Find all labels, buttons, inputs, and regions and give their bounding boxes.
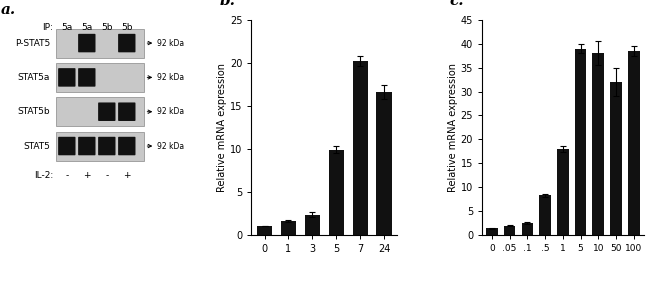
Text: 5a: 5a [61, 23, 72, 32]
Bar [281, 221, 296, 235]
Y-axis label: Relative mRNA expression: Relative mRNA expression [448, 63, 458, 192]
Bar [376, 92, 392, 235]
Text: 5b: 5b [101, 23, 112, 32]
Text: IL-2:: IL-2: [34, 171, 53, 180]
Text: 92 kDa: 92 kDa [157, 142, 184, 150]
Text: +: + [83, 171, 90, 180]
Text: STAT5b: STAT5b [18, 107, 50, 116]
Text: IP:: IP: [42, 23, 53, 32]
Bar [557, 149, 569, 235]
FancyBboxPatch shape [78, 68, 96, 87]
FancyBboxPatch shape [98, 102, 116, 121]
FancyBboxPatch shape [78, 137, 96, 155]
Text: STAT5a: STAT5a [18, 73, 50, 82]
Text: -: - [105, 171, 109, 180]
Text: 92 kDa: 92 kDa [157, 39, 184, 47]
Y-axis label: Relative mRNA expression: Relative mRNA expression [217, 63, 227, 192]
Text: c.: c. [450, 0, 464, 8]
Bar [521, 223, 533, 235]
FancyBboxPatch shape [118, 102, 135, 121]
Bar [352, 61, 368, 235]
Bar [56, 132, 144, 160]
Text: 5a: 5a [81, 23, 92, 32]
Bar [593, 53, 604, 235]
Bar [329, 150, 344, 235]
Bar [610, 82, 622, 235]
FancyBboxPatch shape [58, 68, 75, 87]
Text: +: + [123, 171, 131, 180]
Text: 92 kDa: 92 kDa [157, 73, 184, 82]
Bar [540, 195, 551, 235]
Bar [628, 51, 640, 235]
FancyBboxPatch shape [98, 137, 116, 155]
Text: -: - [65, 171, 68, 180]
Text: P-STAT5: P-STAT5 [15, 39, 50, 47]
Bar [575, 49, 586, 235]
Bar [56, 97, 144, 126]
FancyBboxPatch shape [118, 137, 135, 155]
Text: 5b: 5b [121, 23, 133, 32]
FancyBboxPatch shape [58, 137, 75, 155]
Bar [305, 215, 320, 235]
Bar [486, 228, 497, 235]
Bar [56, 29, 144, 57]
Text: 92 kDa: 92 kDa [157, 107, 184, 116]
Bar [504, 226, 515, 235]
Text: a.: a. [1, 3, 16, 17]
FancyBboxPatch shape [78, 34, 96, 52]
Text: STAT5: STAT5 [23, 142, 50, 150]
FancyBboxPatch shape [118, 34, 135, 52]
Bar [56, 63, 144, 92]
Text: b.: b. [219, 0, 235, 8]
Bar [257, 226, 272, 235]
